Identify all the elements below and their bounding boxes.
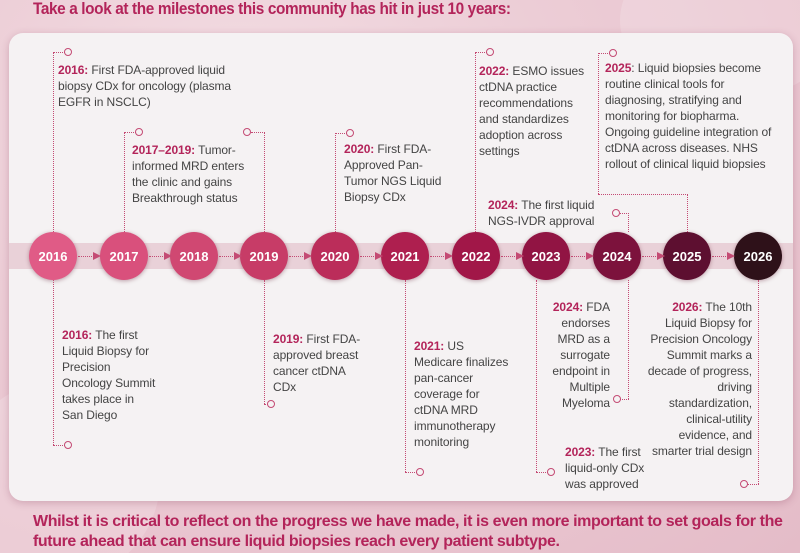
milestone-2019: 2019: First FDA-approved breast cancer c… <box>273 331 368 395</box>
milestone-year: 2024: <box>552 300 584 314</box>
headline: Take a look at the milestones this commu… <box>33 0 511 18</box>
connector-line <box>598 194 688 195</box>
milestone-text: The first liquid-only CDx was approved <box>565 445 645 491</box>
year-node-2023: 2023 <box>522 232 570 280</box>
year-node-2026: 2026 <box>734 232 782 280</box>
year-node-2020: 2020 <box>311 232 359 280</box>
connector-line <box>747 484 759 485</box>
milestone-2020: 2020: First FDA-Approved Pan-Tumor NGS L… <box>344 141 454 205</box>
footer-statement: Whilst it is critical to reflect on the … <box>33 513 783 550</box>
ring-marker-icon <box>64 48 72 56</box>
milestone-year: 2021: <box>414 339 445 353</box>
milestone-text: The first Liquid Biopsy for Precision On… <box>62 328 156 422</box>
year-node-2019: 2019 <box>240 232 288 280</box>
milestone-year: 2017–2019: <box>132 143 196 157</box>
milestone-2022: 2022: ESMO issues ctDNA practice recomme… <box>479 63 589 159</box>
milestone-2021: 2021: US Medicare finalizes pan-cancer c… <box>414 338 514 450</box>
milestone-text: The 10th Liquid Biopsy for Precision Onc… <box>647 300 752 458</box>
connector-line <box>335 133 347 134</box>
year-node-2017: 2017 <box>100 232 148 280</box>
connector-line <box>264 280 265 404</box>
connector-line <box>620 399 629 400</box>
connector-line <box>536 280 537 472</box>
connector-line <box>53 52 54 232</box>
ring-marker-icon <box>609 49 617 57</box>
milestone-2024-ivdr: 2024: The first liquid NGS-IVDR approval <box>488 197 618 229</box>
milestone-2017-2019: 2017–2019: Tumor-informed MRD enters the… <box>132 142 252 206</box>
milestone-text: Tumor-informed MRD enters the clinic and… <box>132 143 245 205</box>
ring-marker-icon <box>346 129 354 137</box>
milestone-2026: 2026: The 10th Liquid Biopsy for Precisi… <box>640 299 752 459</box>
connector-line <box>264 132 265 232</box>
milestone-text: First FDA-approved breast cancer ctDNA C… <box>273 332 361 394</box>
arrow-icon <box>571 252 594 264</box>
connector-line <box>124 132 136 133</box>
arrow-icon <box>219 252 242 264</box>
connector-line <box>628 280 629 399</box>
arrow-icon <box>149 252 172 264</box>
milestone-year: 2026: <box>672 300 703 314</box>
ring-marker-icon <box>547 468 555 476</box>
connector-line <box>620 213 629 214</box>
ring-marker-icon <box>416 468 424 476</box>
milestone-year: 2022: <box>479 64 510 78</box>
connector-line <box>335 133 336 232</box>
milestone-year: 2016: <box>58 63 89 77</box>
ring-marker-icon <box>612 209 620 217</box>
milestone-2024-mrd: 2024: FDA endorses MRD as a surrogate en… <box>540 299 610 411</box>
milestone-text: First FDA-Approved Pan-Tumor NGS Liquid … <box>344 142 442 204</box>
arrow-icon <box>642 252 665 264</box>
milestone-text: : Liquid biopsies become routine clinica… <box>605 61 772 171</box>
year-node-2025: 2025 <box>663 232 711 280</box>
year-node-2024: 2024 <box>593 232 641 280</box>
milestone-2023: 2023: The first liquid-only CDx was appr… <box>565 444 660 492</box>
connector-line <box>628 213 629 232</box>
year-node-2022: 2022 <box>452 232 500 280</box>
ring-marker-icon <box>267 400 275 408</box>
year-node-2018: 2018 <box>170 232 218 280</box>
year-node-2021: 2021 <box>381 232 429 280</box>
milestone-year: 2020: <box>344 142 375 156</box>
connector-line <box>475 52 487 53</box>
milestone-year: 2016: <box>62 328 93 342</box>
arrow-icon <box>360 252 383 264</box>
ring-marker-icon <box>64 441 72 449</box>
arrow-icon <box>430 252 453 264</box>
milestone-year: 2023: <box>565 445 596 459</box>
milestone-year: 2024: <box>488 198 519 212</box>
connector-line <box>758 280 759 484</box>
connector-line <box>405 280 406 472</box>
milestone-2025: 2025: Liquid biopsies become routine cli… <box>605 60 785 172</box>
connector-line <box>405 472 417 473</box>
milestone-text: FDA endorses MRD as a surrogate endpoint… <box>552 300 610 410</box>
ring-marker-icon <box>613 395 621 403</box>
milestone-text: First FDA-approved liquid biopsy CDx for… <box>58 63 231 109</box>
milestone-text: The first liquid NGS-IVDR approval <box>488 198 595 228</box>
connector-line <box>475 52 476 232</box>
connector-line <box>53 445 65 446</box>
milestone-year: 2025 <box>605 61 632 75</box>
arrow-icon <box>712 252 735 264</box>
connector-line <box>598 53 610 54</box>
arrow-icon <box>78 252 101 264</box>
milestone-year: 2019: <box>273 332 304 346</box>
milestone-2016-fda: 2016: First FDA-approved liquid biopsy C… <box>58 62 248 110</box>
connector-line <box>53 280 54 445</box>
connector-line <box>598 53 599 194</box>
connector-line <box>251 132 265 133</box>
year-node-2016: 2016 <box>29 232 77 280</box>
connector-line <box>53 52 65 53</box>
ring-marker-icon <box>135 128 143 136</box>
ring-marker-icon <box>486 48 494 56</box>
ring-marker-icon <box>740 480 748 488</box>
connector-line <box>687 194 688 232</box>
ring-marker-icon <box>243 128 251 136</box>
connector-line <box>536 472 548 473</box>
milestone-text: US Medicare finalizes pan-cancer coverag… <box>414 339 509 449</box>
connector-line <box>124 132 125 232</box>
milestone-2016-summit: 2016: The first Liquid Biopsy for Precis… <box>62 327 157 423</box>
arrow-icon <box>289 252 312 264</box>
milestone-text: ESMO issues ctDNA practice recommendatio… <box>479 64 585 158</box>
arrow-icon <box>501 252 524 264</box>
